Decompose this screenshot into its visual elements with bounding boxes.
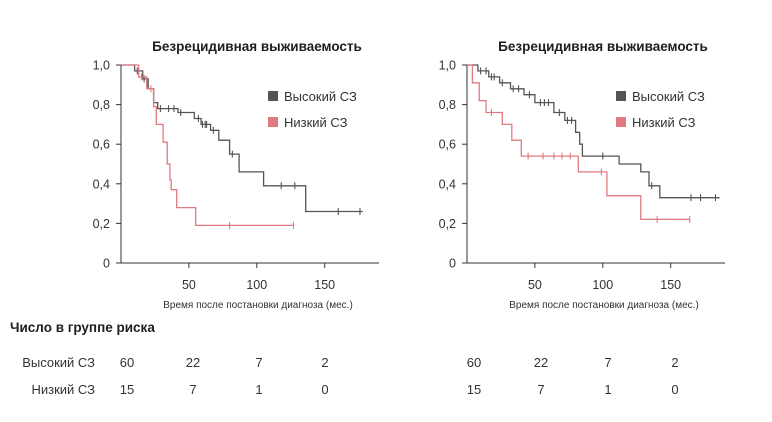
risk-table-rows: Высокий СЗ 60 22 7 2 60 22 7 2 Низкий СЗ 15 7 1 0 15 7 1…: [22, 355, 678, 397]
plot-area: 0 0,2 0,4 0,6 0,8 1,0 50 100 150 Высокий СЗ Низкий…: [439, 59, 725, 292]
y-tick-label: 0: [449, 257, 456, 271]
risk-count: 7: [604, 355, 611, 370]
risk-table-heading: Число в группе риска: [10, 320, 155, 335]
legend-swatch: [616, 91, 626, 101]
x-tick-label: 100: [592, 278, 613, 292]
x-axis-label: Время после постановки диагноза (мес.): [163, 300, 353, 311]
survival-curve: [467, 64, 690, 221]
x-tick-label: 100: [246, 278, 267, 292]
y-tick-label: 0,4: [439, 177, 456, 191]
x-tick-label: 150: [314, 278, 335, 292]
legend-swatch: [268, 117, 278, 127]
legend-label: Низкий СЗ: [632, 115, 696, 130]
y-tick-label: 0,4: [93, 177, 110, 191]
risk-count: 2: [671, 355, 678, 370]
risk-table: Число в группе риска Высокий СЗ 60 22 7 2 60 2…: [10, 320, 679, 397]
survival-curve: [121, 64, 294, 227]
chart-title: Безрецидивная выживаемость: [152, 39, 362, 54]
y-tick-label: 0,6: [93, 138, 110, 152]
risk-count: 1: [255, 382, 262, 397]
legend-label: Высокий СЗ: [284, 89, 357, 104]
x-tick-label: 50: [528, 278, 542, 292]
y-tick-label: 0: [103, 257, 110, 271]
chart-title: Безрецидивная выживаемость: [498, 39, 708, 54]
risk-count: 7: [255, 355, 262, 370]
risk-row-label: Низкий СЗ: [31, 382, 95, 397]
y-tick-label: 0,8: [93, 98, 110, 112]
risk-count: 0: [321, 382, 328, 397]
risk-count: 0: [671, 382, 678, 397]
chart-left: Безрецидивная выживаемость 0 0,2 0,4 0,6 0,8…: [93, 39, 379, 311]
x-tick-label: 150: [660, 278, 681, 292]
y-tick-label: 0,2: [439, 217, 456, 231]
y-tick-label: 1,0: [93, 59, 110, 73]
legend-label: Низкий СЗ: [284, 115, 348, 130]
risk-count: 22: [186, 355, 200, 370]
risk-count: 7: [189, 382, 196, 397]
risk-count: 2: [321, 355, 328, 370]
legend-swatch: [616, 117, 626, 127]
y-tick-label: 0,6: [439, 138, 456, 152]
x-axis-label: Время после постановки диагноза (мес.): [509, 300, 699, 311]
risk-count: 22: [534, 355, 548, 370]
x-tick-label: 50: [182, 278, 196, 292]
risk-count: 60: [467, 355, 481, 370]
risk-count: 7: [537, 382, 544, 397]
chart-right: Безрецидивная выживаемость 0 0,2 0,4 0,6 0,8…: [439, 39, 725, 311]
y-tick-label: 0,8: [439, 98, 456, 112]
y-tick-label: 1,0: [439, 59, 456, 73]
survival-curve: [467, 64, 720, 199]
survival-curve: [121, 64, 363, 213]
plot-area: 0 0,2 0,4 0,6 0,8 1,0 50 100 150 Высокий СЗ Низкий…: [93, 59, 379, 292]
y-tick-label: 0,2: [93, 217, 110, 231]
risk-count: 15: [467, 382, 481, 397]
risk-row-label: Высокий СЗ: [22, 355, 95, 370]
risk-count: 15: [120, 382, 134, 397]
risk-count: 1: [604, 382, 611, 397]
legend-swatch: [268, 91, 278, 101]
risk-count: 60: [120, 355, 134, 370]
legend-label: Высокий СЗ: [632, 89, 705, 104]
